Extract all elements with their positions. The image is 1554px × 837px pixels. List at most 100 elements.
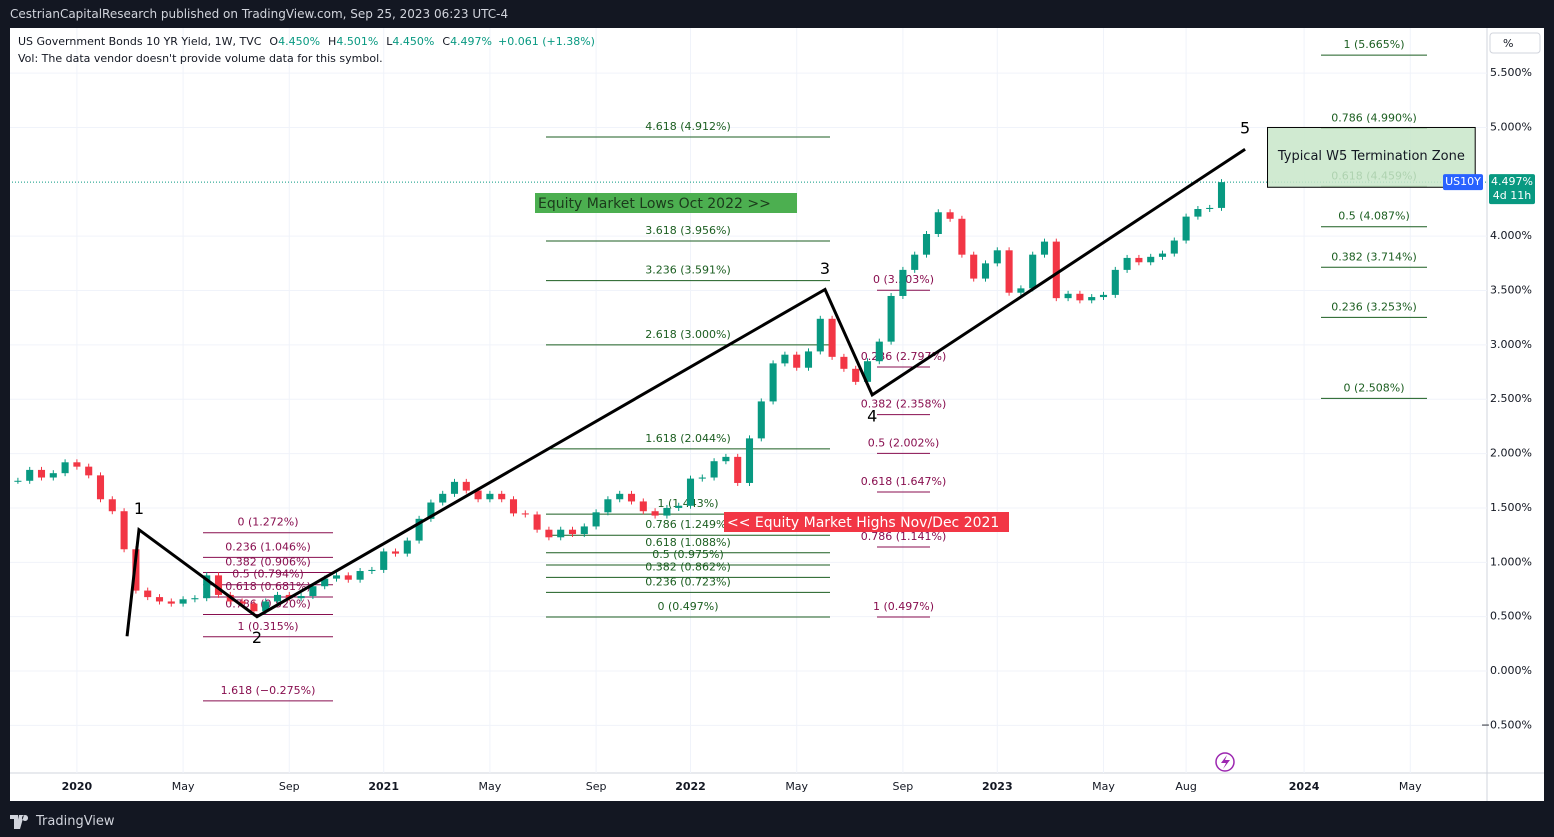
wave-label: 1 bbox=[134, 499, 144, 518]
y-tick-label: 5.500% bbox=[1490, 66, 1532, 79]
fib-label: 0.5 (2.002%) bbox=[868, 436, 940, 449]
candle bbox=[85, 466, 93, 476]
wave-label: 5 bbox=[1240, 119, 1250, 138]
legend-key: L bbox=[386, 35, 393, 48]
fib-label: 0.236 (2.797%) bbox=[861, 350, 947, 363]
symbol-tag bbox=[1443, 174, 1483, 191]
candle bbox=[250, 603, 258, 612]
candle bbox=[899, 269, 907, 296]
candle bbox=[1182, 216, 1190, 241]
candle bbox=[816, 318, 824, 352]
candle bbox=[946, 212, 954, 219]
candle bbox=[332, 575, 341, 579]
y-tick-label: 0.500% bbox=[1490, 610, 1532, 623]
candle bbox=[580, 526, 588, 535]
scale-button[interactable] bbox=[1489, 32, 1541, 54]
x-tick-label: May bbox=[1092, 780, 1115, 793]
candle bbox=[934, 212, 942, 235]
candle bbox=[887, 295, 895, 342]
candle bbox=[61, 462, 69, 474]
footer: TradingView bbox=[10, 814, 115, 829]
legend-value: 4.450% bbox=[392, 35, 434, 48]
y-tick-label: 2.500% bbox=[1490, 392, 1532, 405]
fib-label: 0.618 (1.647%) bbox=[861, 475, 947, 488]
candle bbox=[675, 505, 683, 508]
x-tick-label: May bbox=[172, 780, 195, 793]
candle bbox=[863, 361, 872, 382]
candle bbox=[380, 551, 388, 570]
candle bbox=[321, 578, 329, 587]
x-tick-label: Aug bbox=[1175, 780, 1196, 793]
x-tick-label: Sep bbox=[586, 780, 607, 793]
volume-note: Vol: The data vendor doesn't provide vol… bbox=[18, 52, 383, 65]
fib-label: 0 (2.508%) bbox=[1343, 381, 1404, 394]
x-tick-label: 2023 bbox=[982, 780, 1013, 793]
legend-key: C bbox=[442, 35, 450, 48]
candle bbox=[96, 475, 105, 500]
candle bbox=[191, 598, 199, 600]
candle bbox=[403, 540, 411, 554]
candle bbox=[49, 473, 57, 478]
fib-label: 0.618 (0.681%) bbox=[225, 580, 311, 593]
candle bbox=[144, 590, 152, 598]
candle bbox=[1040, 241, 1049, 255]
candle bbox=[73, 462, 81, 467]
legend-value: 4.501% bbox=[336, 35, 378, 48]
candle bbox=[651, 511, 659, 516]
fib-label: 0.236 (1.046%) bbox=[225, 540, 311, 553]
candle bbox=[309, 586, 317, 597]
candle bbox=[1064, 293, 1072, 299]
fib-label: 1.618 (2.044%) bbox=[645, 432, 731, 445]
fib-label: 0.786 (4.990%) bbox=[1331, 112, 1417, 125]
candle bbox=[203, 575, 211, 599]
y-tick-label: 0.000% bbox=[1490, 664, 1532, 677]
x-tick-label: May bbox=[1399, 780, 1422, 793]
x-tick-label: Sep bbox=[279, 780, 300, 793]
candle bbox=[391, 551, 400, 554]
fib-label: 0.786 (1.141%) bbox=[861, 530, 947, 543]
legend: US Government Bonds 10 YR Yield, 1W, TVC… bbox=[18, 35, 595, 48]
candle bbox=[568, 529, 577, 535]
candle bbox=[37, 469, 46, 478]
annotation-text: << Equity Market Highs Nov/Dec 2021 bbox=[727, 515, 999, 531]
x-tick-label: 2021 bbox=[368, 780, 399, 793]
candle bbox=[745, 438, 754, 483]
candle bbox=[1194, 209, 1202, 217]
legend-key: H bbox=[328, 35, 336, 48]
candle bbox=[627, 493, 636, 502]
fib-label: 1 (5.665%) bbox=[1343, 38, 1404, 51]
candle bbox=[214, 575, 223, 595]
candle bbox=[958, 218, 966, 255]
candle bbox=[155, 597, 164, 602]
candle bbox=[639, 501, 647, 512]
price-tag-countdown: 4d 11h bbox=[1493, 189, 1531, 202]
y-tick-label: 1.000% bbox=[1490, 555, 1532, 568]
y-tick-label: 2.000% bbox=[1490, 447, 1532, 460]
candle bbox=[557, 529, 565, 538]
candle bbox=[911, 254, 919, 270]
fib-label: 0.618 (1.088%) bbox=[645, 536, 731, 549]
legend-key: O bbox=[269, 35, 278, 48]
fib-label: 0.382 (2.358%) bbox=[861, 398, 947, 411]
fib-label: 2.618 (3.000%) bbox=[645, 328, 731, 341]
y-tick-label: 5.000% bbox=[1490, 120, 1532, 133]
events-icon[interactable] bbox=[1215, 752, 1235, 772]
candle bbox=[462, 481, 470, 491]
fib-label: 0.382 (0.862%) bbox=[645, 560, 731, 573]
candle bbox=[179, 599, 187, 604]
wave-line bbox=[125, 147, 1246, 637]
candle bbox=[273, 594, 282, 602]
candle bbox=[757, 401, 765, 439]
fib-label: 0.5 (0.975%) bbox=[652, 548, 724, 561]
candle bbox=[1088, 297, 1096, 301]
candle bbox=[498, 493, 506, 500]
candle bbox=[981, 263, 990, 279]
footer-brand: TradingView bbox=[36, 814, 115, 829]
candle bbox=[734, 456, 742, 483]
candle bbox=[1052, 241, 1060, 299]
price-tag bbox=[1489, 174, 1535, 205]
candle bbox=[368, 569, 376, 572]
fib-label: 0.5 (0.794%) bbox=[232, 568, 304, 581]
